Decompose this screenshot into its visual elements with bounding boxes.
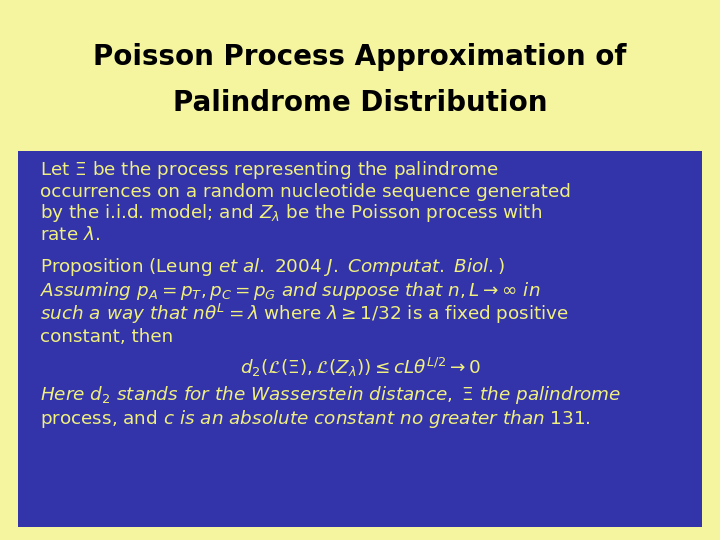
Text: rate $\lambda$.: rate $\lambda$.	[40, 226, 99, 244]
Text: $\it{such\ a\ way\ that\ n\theta^L = \lambda}$ where $\lambda \geq 1/32$ is a fi: $\it{such\ a\ way\ that\ n\theta^L = \la…	[40, 302, 569, 326]
Text: occurrences on a random nucleotide sequence generated: occurrences on a random nucleotide seque…	[40, 183, 570, 201]
Text: Poisson Process Approximation of: Poisson Process Approximation of	[94, 43, 626, 71]
Text: process, and $\it{c\ is\ an\ absolute\ constant\ no\ greater\ than}$ 131.: process, and $\it{c\ is\ an\ absolute\ c…	[40, 408, 590, 429]
Text: Let $\Xi$ be the process representing the palindrome: Let $\Xi$ be the process representing th…	[40, 159, 498, 181]
Text: $\it{Assuming\ p_A = p_T, p_C = p_G\ and\ suppose\ that\ n,L \rightarrow \infty\: $\it{Assuming\ p_A = p_T, p_C = p_G\ and…	[40, 280, 540, 301]
FancyBboxPatch shape	[18, 151, 702, 526]
Text: $\it{Here\ d_2\ stands\ for\ the\ Wasserstein\ distance,\ \Xi\ the\ palindrome}$: $\it{Here\ d_2\ stands\ for\ the\ Wasser…	[40, 384, 621, 406]
Text: constant, then: constant, then	[40, 328, 173, 346]
Text: Palindrome Distribution: Palindrome Distribution	[173, 89, 547, 117]
Text: $d_2(\mathcal{L}(\Xi), \mathcal{L}(Z_{\lambda})) \leq cL\theta^{L/2} \rightarrow: $d_2(\mathcal{L}(\Xi), \mathcal{L}(Z_{\l…	[240, 356, 480, 379]
Text: by the i.i.d. model; and $Z_{\lambda}$ be the Poisson process with: by the i.i.d. model; and $Z_{\lambda}$ b…	[40, 202, 541, 224]
Text: Proposition (Leung $\it{et\ al.}$ 2004 $\it{J.\ Computat.\ Biol.}$): Proposition (Leung $\it{et\ al.}$ 2004 $…	[40, 256, 505, 278]
